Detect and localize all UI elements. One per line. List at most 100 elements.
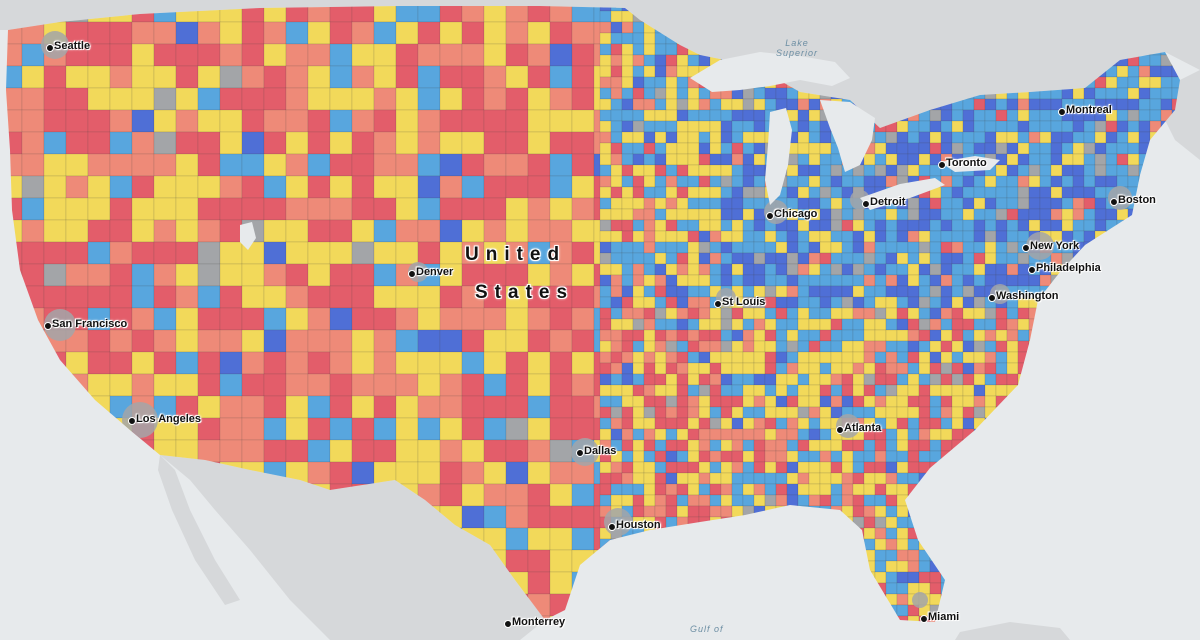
county-cell[interactable]: [153, 43, 177, 67]
county-cell[interactable]: [731, 439, 744, 452]
county-cell[interactable]: [885, 164, 898, 177]
county-cell[interactable]: [775, 274, 788, 287]
county-cell[interactable]: [753, 87, 766, 100]
county-cell[interactable]: [643, 362, 656, 375]
county-cell[interactable]: [764, 307, 777, 320]
county-cell[interactable]: [599, 120, 612, 133]
county-cell[interactable]: [1127, 109, 1140, 122]
county-cell[interactable]: [483, 197, 507, 221]
county-cell[interactable]: [885, 208, 898, 221]
county-cell[interactable]: [808, 307, 821, 320]
county-cell[interactable]: [918, 428, 931, 441]
county-cell[interactable]: [742, 252, 755, 265]
county-cell[interactable]: [698, 450, 711, 463]
county-cell[interactable]: [197, 395, 221, 419]
county-cell[interactable]: [709, 263, 722, 276]
county-cell[interactable]: [131, 263, 155, 287]
county-cell[interactable]: [505, 175, 529, 199]
county-cell[interactable]: [654, 307, 667, 320]
county-cell[interactable]: [951, 175, 964, 188]
county-cell[interactable]: [907, 131, 920, 144]
county-cell[interactable]: [351, 373, 375, 397]
county-cell[interactable]: [742, 109, 755, 122]
county-cell[interactable]: [1094, 120, 1107, 133]
county-cell[interactable]: [307, 65, 331, 89]
county-cell[interactable]: [863, 373, 876, 386]
county-cell[interactable]: [665, 384, 678, 397]
county-cell[interactable]: [109, 87, 133, 111]
county-cell[interactable]: [753, 439, 766, 452]
county-cell[interactable]: [819, 329, 832, 342]
county-cell[interactable]: [841, 208, 854, 221]
county-cell[interactable]: [896, 142, 909, 155]
county-cell[interactable]: [742, 483, 755, 496]
county-cell[interactable]: [643, 417, 656, 430]
county-cell[interactable]: [439, 219, 463, 243]
county-cell[interactable]: [599, 296, 612, 309]
county-cell[interactable]: [665, 417, 678, 430]
county-cell[interactable]: [153, 219, 177, 243]
county-cell[interactable]: [1017, 197, 1030, 210]
county-cell[interactable]: [797, 483, 810, 496]
county-cell[interactable]: [731, 307, 744, 320]
county-cell[interactable]: [571, 395, 595, 419]
county-cell[interactable]: [527, 153, 551, 177]
county-cell[interactable]: [907, 571, 920, 584]
county-cell[interactable]: [709, 318, 722, 331]
county-cell[interactable]: [940, 230, 953, 243]
county-cell[interactable]: [109, 109, 133, 133]
county-cell[interactable]: [43, 285, 67, 309]
county-cell[interactable]: [665, 274, 678, 287]
county-cell[interactable]: [373, 329, 397, 353]
county-cell[interactable]: [395, 197, 419, 221]
county-cell[interactable]: [885, 472, 898, 485]
county-cell[interactable]: [863, 439, 876, 452]
county-cell[interactable]: [461, 197, 485, 221]
county-cell[interactable]: [153, 241, 177, 265]
county-cell[interactable]: [643, 439, 656, 452]
county-cell[interactable]: [307, 417, 331, 441]
county-cell[interactable]: [131, 285, 155, 309]
county-cell[interactable]: [962, 263, 975, 276]
county-cell[interactable]: [461, 329, 485, 353]
county-cell[interactable]: [940, 197, 953, 210]
county-cell[interactable]: [549, 87, 573, 111]
county-cell[interactable]: [621, 285, 634, 298]
county-cell[interactable]: [643, 274, 656, 287]
county-cell[interactable]: [995, 329, 1008, 342]
county-cell[interactable]: [775, 450, 788, 463]
county-cell[interactable]: [610, 373, 623, 386]
county-cell[interactable]: [995, 186, 1008, 199]
county-cell[interactable]: [610, 208, 623, 221]
county-cell[interactable]: [153, 329, 177, 353]
county-cell[interactable]: [731, 120, 744, 133]
county-cell[interactable]: [687, 340, 700, 353]
county-cell[interactable]: [1039, 109, 1052, 122]
county-cell[interactable]: [907, 417, 920, 430]
county-cell[interactable]: [984, 131, 997, 144]
county-cell[interactable]: [742, 230, 755, 243]
county-cell[interactable]: [962, 109, 975, 122]
county-cell[interactable]: [1039, 164, 1052, 177]
county-cell[interactable]: [1083, 120, 1096, 133]
county-cell[interactable]: [676, 461, 689, 474]
county-cell[interactable]: [483, 483, 507, 507]
county-cell[interactable]: [874, 142, 887, 155]
county-cell[interactable]: [973, 373, 986, 386]
city-label-boston[interactable]: Boston: [1118, 194, 1156, 206]
county-cell[interactable]: [698, 373, 711, 386]
county-cell[interactable]: [665, 296, 678, 309]
county-cell[interactable]: [263, 307, 287, 331]
county-cell[interactable]: [753, 329, 766, 342]
county-cell[interactable]: [929, 395, 942, 408]
county-cell[interactable]: [643, 109, 656, 122]
county-cell[interactable]: [973, 362, 986, 375]
county-cell[interactable]: [962, 285, 975, 298]
county-cell[interactable]: [307, 285, 331, 309]
county-cell[interactable]: [896, 450, 909, 463]
county-cell[interactable]: [175, 241, 199, 265]
county-cell[interactable]: [285, 87, 309, 111]
county-cell[interactable]: [863, 296, 876, 309]
county-cell[interactable]: [863, 175, 876, 188]
county-cell[interactable]: [599, 362, 612, 375]
